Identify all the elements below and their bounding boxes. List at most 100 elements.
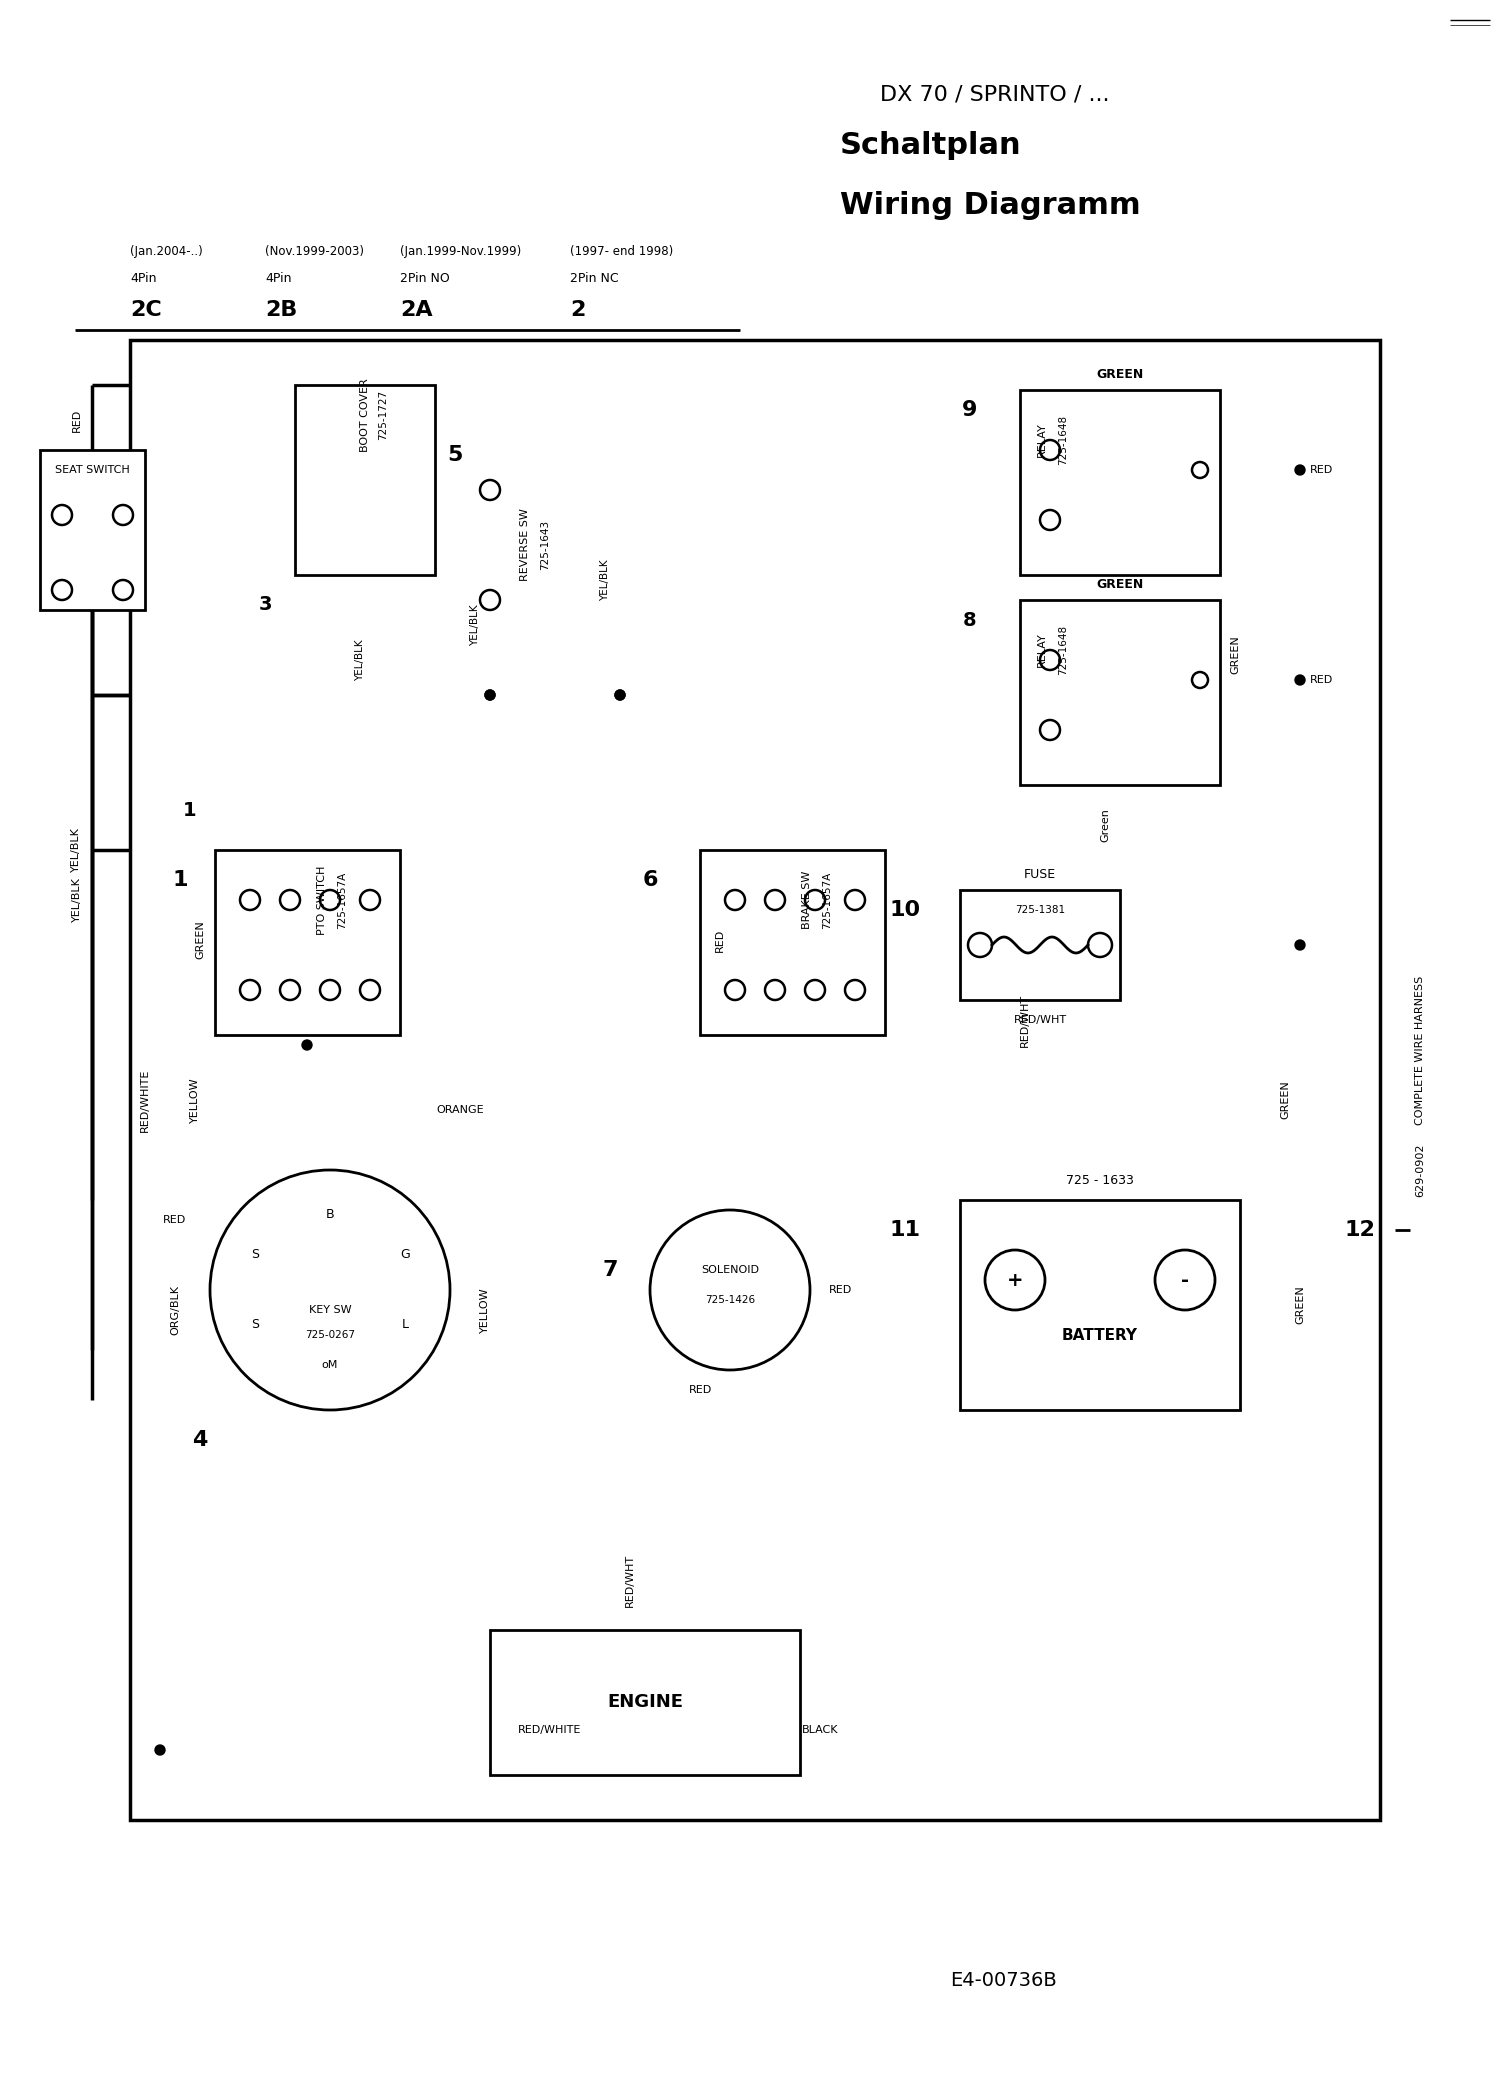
Text: 3: 3 xyxy=(258,596,272,615)
Text: 725-1727: 725-1727 xyxy=(378,390,388,441)
Text: YEL/BLK: YEL/BLK xyxy=(470,605,480,646)
Text: 725-0267: 725-0267 xyxy=(304,1331,355,1339)
Text: SEAT SWITCH: SEAT SWITCH xyxy=(54,466,129,474)
Text: RED: RED xyxy=(828,1285,852,1295)
Circle shape xyxy=(724,980,746,999)
Text: oM: oM xyxy=(322,1360,338,1371)
Text: YELLOW: YELLOW xyxy=(190,1077,200,1123)
Circle shape xyxy=(806,980,825,999)
Text: PTO SWITCH: PTO SWITCH xyxy=(316,865,327,934)
Text: GREEN: GREEN xyxy=(195,921,206,959)
Bar xyxy=(960,1201,1240,1411)
Text: S: S xyxy=(251,1249,260,1261)
Circle shape xyxy=(1040,510,1060,531)
Text: BLACK: BLACK xyxy=(801,1725,838,1736)
Text: YEL/BLK: YEL/BLK xyxy=(70,827,81,873)
Text: RED: RED xyxy=(72,409,82,432)
Text: COMPLETE WIRE HARNESS: COMPLETE WIRE HARNESS xyxy=(1414,976,1425,1125)
Circle shape xyxy=(112,506,134,525)
Circle shape xyxy=(360,980,380,999)
Circle shape xyxy=(240,980,260,999)
Text: (Jan.1999-Nov.1999): (Jan.1999-Nov.1999) xyxy=(400,246,522,258)
Text: YEL/BLK: YEL/BLK xyxy=(356,640,364,680)
Text: 2A: 2A xyxy=(400,300,432,319)
Text: 725-1648: 725-1648 xyxy=(1058,416,1068,466)
Text: 5: 5 xyxy=(447,445,462,466)
Text: 11: 11 xyxy=(890,1220,921,1241)
Circle shape xyxy=(1294,676,1305,684)
Text: RED/WHT: RED/WHT xyxy=(1014,1016,1066,1024)
Circle shape xyxy=(480,590,500,611)
Text: YELLOW: YELLOW xyxy=(480,1287,490,1333)
Circle shape xyxy=(1040,651,1060,670)
Circle shape xyxy=(765,980,784,999)
Text: Schaltplan: Schaltplan xyxy=(840,130,1022,160)
Text: GREEN: GREEN xyxy=(1294,1285,1305,1324)
Text: 725-1426: 725-1426 xyxy=(705,1295,754,1306)
Circle shape xyxy=(302,1039,312,1050)
Circle shape xyxy=(210,1169,450,1411)
Text: RELAY: RELAY xyxy=(1036,632,1047,667)
Text: GREEN: GREEN xyxy=(1280,1081,1290,1119)
Circle shape xyxy=(240,890,260,911)
Text: 725-1648: 725-1648 xyxy=(1058,626,1068,676)
Text: 6: 6 xyxy=(642,869,657,890)
Circle shape xyxy=(1192,462,1208,479)
Text: SOLENOID: SOLENOID xyxy=(700,1266,759,1274)
Circle shape xyxy=(844,890,865,911)
Text: 9: 9 xyxy=(963,401,978,420)
Text: L: L xyxy=(402,1318,408,1331)
Text: RED: RED xyxy=(1310,466,1334,474)
Circle shape xyxy=(650,1209,810,1371)
Text: (Nov.1999-2003): (Nov.1999-2003) xyxy=(266,246,364,258)
Text: BOOT COVER: BOOT COVER xyxy=(360,378,370,451)
Text: RED: RED xyxy=(1310,676,1334,684)
Text: 2C: 2C xyxy=(130,300,162,319)
Circle shape xyxy=(280,980,300,999)
Text: RELAY: RELAY xyxy=(1036,422,1047,458)
Text: 725-1381: 725-1381 xyxy=(1016,905,1065,915)
Text: 2B: 2B xyxy=(266,300,297,319)
Circle shape xyxy=(844,980,865,999)
Text: Green: Green xyxy=(1100,808,1110,842)
Text: (Jan.2004-..): (Jan.2004-..) xyxy=(130,246,203,258)
Circle shape xyxy=(765,890,784,911)
Text: 725 - 1633: 725 - 1633 xyxy=(1066,1173,1134,1186)
Text: RED/WHT: RED/WHT xyxy=(1020,993,1031,1047)
Circle shape xyxy=(360,890,380,911)
Circle shape xyxy=(320,980,340,999)
Text: 7: 7 xyxy=(602,1259,618,1280)
Text: GREEN: GREEN xyxy=(1096,369,1143,382)
Circle shape xyxy=(112,579,134,600)
Text: 725-1643: 725-1643 xyxy=(540,521,550,571)
Text: RED/WHITE: RED/WHITE xyxy=(140,1068,150,1131)
Circle shape xyxy=(280,890,300,911)
Bar xyxy=(1020,390,1220,575)
Text: 725-1657A: 725-1657A xyxy=(338,871,346,928)
Text: RED: RED xyxy=(688,1385,711,1396)
Text: ORG/BLK: ORG/BLK xyxy=(170,1285,180,1335)
Text: RED/WHT: RED/WHT xyxy=(626,1553,634,1606)
Text: GREEN: GREEN xyxy=(1230,636,1240,674)
Text: REVERSE SW: REVERSE SW xyxy=(520,508,530,581)
Text: DX 70 / SPRINTO / ...: DX 70 / SPRINTO / ... xyxy=(880,84,1110,105)
Circle shape xyxy=(968,932,992,957)
Text: (1997- end 1998): (1997- end 1998) xyxy=(570,246,674,258)
Text: 725-1657A: 725-1657A xyxy=(822,871,833,928)
Circle shape xyxy=(484,691,495,699)
Circle shape xyxy=(1192,672,1208,688)
Text: B: B xyxy=(326,1209,334,1222)
Text: RED: RED xyxy=(164,1215,186,1226)
Circle shape xyxy=(480,481,500,500)
Text: E4-00736B: E4-00736B xyxy=(950,1971,1056,1990)
Circle shape xyxy=(484,691,495,699)
Bar xyxy=(960,890,1120,999)
Bar xyxy=(214,850,400,1035)
Circle shape xyxy=(986,1251,1046,1310)
Text: KEY SW: KEY SW xyxy=(309,1306,351,1314)
Circle shape xyxy=(1088,932,1112,957)
Text: S: S xyxy=(251,1318,260,1331)
Text: -: - xyxy=(1180,1270,1190,1289)
Text: ENGINE: ENGINE xyxy=(608,1694,682,1711)
Text: BRAKE SW: BRAKE SW xyxy=(802,871,812,930)
